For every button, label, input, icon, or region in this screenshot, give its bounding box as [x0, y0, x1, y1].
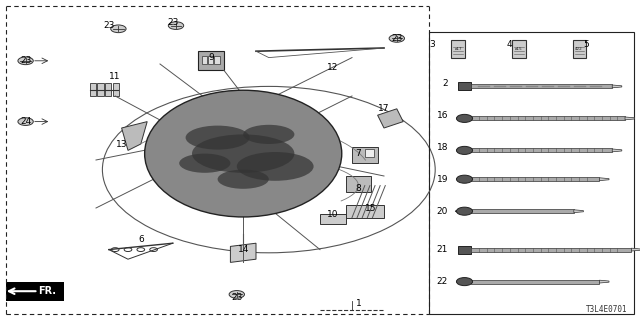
- Bar: [429, 32, 634, 314]
- Circle shape: [168, 22, 184, 29]
- Text: 23: 23: [167, 18, 179, 27]
- Ellipse shape: [237, 152, 314, 181]
- Text: 4: 4: [506, 40, 512, 49]
- Bar: [97, 83, 104, 96]
- Polygon shape: [632, 248, 640, 251]
- Circle shape: [111, 25, 126, 33]
- Circle shape: [229, 291, 244, 298]
- Polygon shape: [574, 210, 584, 213]
- Text: 6: 6: [138, 236, 143, 244]
- Polygon shape: [378, 109, 403, 128]
- Circle shape: [389, 35, 404, 42]
- Text: FR.: FR.: [38, 286, 56, 296]
- Text: 9: 9: [209, 53, 214, 62]
- Bar: [458, 82, 472, 91]
- Bar: [573, 40, 586, 58]
- Text: 422: 422: [575, 47, 583, 51]
- Bar: [113, 83, 119, 96]
- Text: 18: 18: [436, 143, 448, 152]
- Bar: [458, 245, 472, 254]
- Bar: [202, 56, 207, 64]
- Ellipse shape: [145, 90, 342, 217]
- Bar: [472, 280, 600, 284]
- Bar: [472, 209, 574, 213]
- Polygon shape: [230, 243, 256, 262]
- Text: 15: 15: [365, 204, 377, 212]
- Ellipse shape: [218, 170, 269, 189]
- Text: T3L4E0701: T3L4E0701: [586, 305, 627, 314]
- Polygon shape: [600, 178, 609, 180]
- Text: 22: 22: [436, 277, 448, 286]
- Circle shape: [456, 207, 472, 215]
- Text: 17: 17: [378, 104, 390, 113]
- Text: 5: 5: [583, 40, 589, 49]
- Circle shape: [456, 146, 472, 155]
- Text: 21: 21: [436, 245, 448, 254]
- Bar: [320, 214, 346, 224]
- Bar: [472, 84, 612, 88]
- Polygon shape: [600, 280, 609, 283]
- Bar: [198, 51, 224, 70]
- Circle shape: [456, 277, 472, 286]
- Bar: [346, 176, 371, 192]
- Bar: [472, 248, 632, 252]
- Polygon shape: [612, 149, 622, 152]
- Text: 23: 23: [103, 21, 115, 30]
- Ellipse shape: [192, 134, 294, 173]
- Bar: [365, 149, 374, 157]
- Text: 11: 11: [109, 72, 121, 81]
- Bar: [346, 205, 384, 218]
- Bar: [451, 40, 465, 58]
- Bar: [214, 56, 220, 64]
- Text: 3: 3: [429, 40, 435, 49]
- Text: 23: 23: [231, 293, 243, 302]
- Circle shape: [456, 175, 472, 183]
- Text: 10: 10: [327, 210, 339, 219]
- Text: 7: 7: [356, 149, 361, 158]
- Polygon shape: [625, 117, 635, 120]
- Circle shape: [18, 57, 33, 65]
- Polygon shape: [612, 85, 622, 88]
- Polygon shape: [122, 122, 147, 150]
- Text: 20: 20: [436, 207, 448, 216]
- Bar: [472, 177, 600, 181]
- Text: 13: 13: [116, 140, 127, 148]
- Text: 23: 23: [391, 34, 403, 43]
- Circle shape: [456, 114, 472, 123]
- Text: ø15: ø15: [515, 47, 523, 51]
- Ellipse shape: [243, 125, 294, 144]
- Text: ø17: ø17: [454, 47, 462, 51]
- Bar: [105, 83, 111, 96]
- Text: 24: 24: [20, 117, 31, 126]
- Ellipse shape: [455, 210, 474, 213]
- Bar: [208, 56, 213, 64]
- Bar: [352, 147, 378, 163]
- Circle shape: [18, 118, 33, 125]
- Ellipse shape: [186, 126, 250, 150]
- Text: 8: 8: [356, 184, 361, 193]
- Text: 2: 2: [442, 79, 448, 88]
- Text: 12: 12: [327, 63, 339, 72]
- Text: 23: 23: [20, 56, 31, 65]
- Text: 1: 1: [356, 300, 361, 308]
- Ellipse shape: [179, 154, 230, 173]
- Text: 14: 14: [237, 245, 249, 254]
- Bar: [6, 282, 64, 301]
- Text: 19: 19: [436, 175, 448, 184]
- Text: 16: 16: [436, 111, 448, 120]
- Bar: [472, 116, 625, 120]
- Bar: [512, 40, 526, 58]
- Bar: [90, 83, 96, 96]
- Bar: [472, 148, 612, 152]
